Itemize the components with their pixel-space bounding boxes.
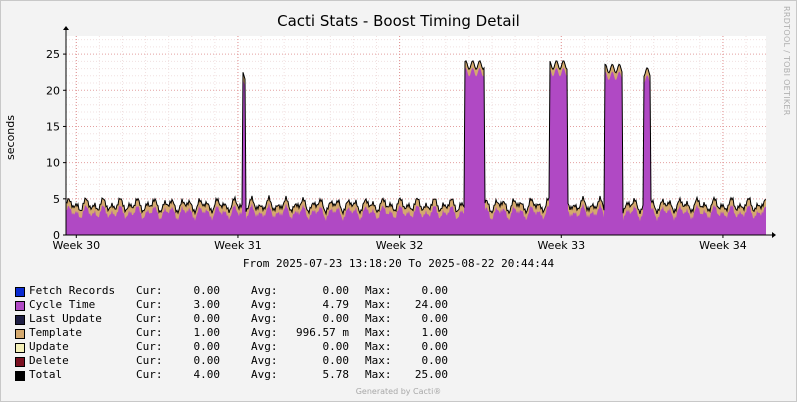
legend-avg-label: Avg:: [251, 284, 278, 297]
x-tick-label: Week 34: [699, 239, 747, 252]
legend-cur-label: Cur:: [136, 340, 163, 353]
legend-cur-label: Cur:: [136, 312, 163, 325]
legend-max-value: 25.00: [414, 368, 448, 381]
legend-max-label: Max:: [365, 368, 392, 381]
date-range: From 2025-07-23 13:18:20 To 2025-08-22 2…: [242, 257, 555, 270]
legend-max-label: Max:: [365, 340, 392, 353]
legend-cur-label: Cur:: [136, 298, 163, 311]
x-tick-label: Week 30: [52, 239, 100, 252]
legend-name: Fetch Records: [29, 284, 116, 297]
legend-avg-value: 4.79: [322, 298, 350, 311]
legend-avg-label: Avg:: [251, 340, 278, 353]
x-tick-label: Week 32: [376, 239, 424, 252]
legend-avg-value: 0.00: [322, 354, 350, 367]
legend-max-value: 0.00: [421, 284, 449, 297]
legend-avg-label: Avg:: [251, 312, 278, 325]
legend-name: Update: [29, 340, 69, 353]
legend-swatch: [15, 301, 25, 311]
legend-cur-label: Cur:: [136, 368, 163, 381]
legend-avg-value: 0.00: [322, 340, 350, 353]
legend-name: Total: [29, 368, 63, 381]
generated-by: Generated by Cacti®: [355, 387, 442, 396]
legend-avg-value: 996.57 m: [296, 326, 349, 339]
legend-avg-value: 5.78: [322, 368, 350, 381]
legend-max-label: Max:: [365, 284, 392, 297]
legend-max-label: Max:: [365, 354, 392, 367]
legend-cur-label: Cur:: [136, 284, 163, 297]
legend-cur-value: 4.00: [193, 368, 221, 381]
legend-name: Template: [29, 326, 82, 339]
legend-swatch: [15, 287, 25, 297]
legend-max-value: 24.00: [414, 298, 448, 311]
legend-cur-value: 0.00: [193, 284, 221, 297]
y-tick-label: 25: [46, 48, 60, 61]
total-line: [65, 60, 767, 216]
legend-cur-value: 0.00: [193, 312, 221, 325]
legend-cur-label: Cur:: [136, 326, 163, 339]
y-axis-label: seconds: [4, 115, 17, 160]
legend-name: Delete: [29, 354, 69, 367]
legend-cur-value: 0.00: [193, 354, 221, 367]
legend-cur-value: 1.00: [193, 326, 221, 339]
legend-avg-label: Avg:: [251, 354, 278, 367]
legend-avg-label: Avg:: [251, 298, 278, 311]
legend-max-label: Max:: [365, 312, 392, 325]
legend-max-value: 1.00: [421, 326, 449, 339]
legend-avg-label: Avg:: [251, 326, 278, 339]
y-tick-label: 5: [53, 193, 60, 206]
legend-swatch: [15, 371, 25, 381]
legend-max-label: Max:: [365, 326, 392, 339]
legend-max-value: 0.00: [421, 354, 449, 367]
legend-max-label: Max:: [365, 298, 392, 311]
legend-avg-label: Avg:: [251, 368, 278, 381]
x-tick-label: Week 33: [537, 239, 585, 252]
x-tick-label: Week 31: [214, 239, 262, 252]
legend-max-value: 0.00: [421, 340, 449, 353]
areas: [65, 60, 767, 235]
y-tick-label: 10: [46, 157, 60, 170]
legend-max-value: 0.00: [421, 312, 449, 325]
axes: 0 5 10 15 20 25 Week 30 Week 31 Week 32 Week 33 We…: [46, 26, 776, 252]
y-tick-label: 0: [53, 229, 60, 242]
legend-swatch: [15, 329, 25, 339]
rrdtool-watermark: RRDTOOL / TOBI OETIKER: [782, 6, 791, 116]
legend-cur-value: 3.00: [193, 298, 221, 311]
chart-title: Cacti Stats - Boost Timing Detail: [277, 12, 520, 30]
legend-avg-value: 0.00: [322, 284, 350, 297]
cycle-time-area: [66, 68, 766, 235]
legend-name: Cycle Time: [29, 298, 96, 311]
legend-cur-label: Cur:: [136, 354, 163, 367]
legend-cur-value: 0.00: [193, 340, 221, 353]
y-tick-label: 20: [46, 84, 60, 97]
legend-swatch: [15, 343, 25, 353]
x-axis-arrow: [772, 232, 776, 238]
legend-name: Last Update: [29, 312, 102, 325]
legend-swatch: [15, 357, 25, 367]
y-tick-label: 15: [46, 120, 60, 133]
legend-swatch: [15, 315, 25, 325]
legend-avg-value: 0.00: [322, 312, 350, 325]
y-axis-arrow: [63, 26, 69, 30]
